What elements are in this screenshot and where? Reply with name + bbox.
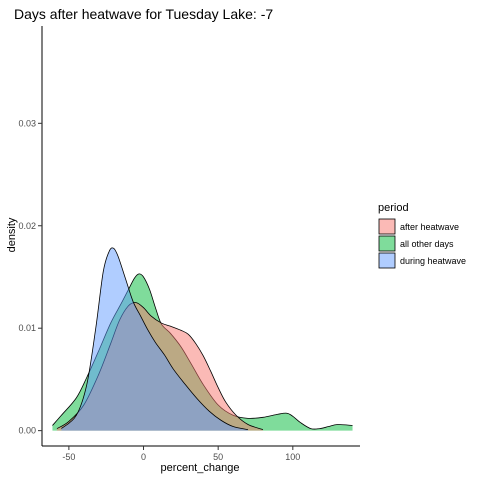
y-tick-label: 0.01 <box>18 323 36 333</box>
plot-area <box>52 247 353 431</box>
x-tick-label: -50 <box>62 452 75 462</box>
axes: -50 0 50 100 0.00 0.01 0.02 0.03 <box>18 26 360 462</box>
legend-key-all-other-days <box>378 235 396 252</box>
legend: period after heatwave all other days durin… <box>378 202 466 269</box>
x-tick-label: 50 <box>213 452 223 462</box>
x-tick-label: 100 <box>285 452 300 462</box>
legend-label-during-heatwave: during heatwave <box>400 256 466 266</box>
y-tick-label: 0.03 <box>18 118 36 128</box>
density-line-during-heatwave <box>61 247 249 431</box>
x-axis-title: percent_change <box>161 462 240 474</box>
legend-label-all-other-days: all other days <box>400 239 454 249</box>
legend-label-after-heatwave: after heatwave <box>400 222 459 232</box>
chart-title: Days after heatwave for Tuesday Lake: -7 <box>14 6 273 22</box>
legend-key-during-heatwave <box>378 252 396 269</box>
x-tick-label: 0 <box>141 452 146 462</box>
y-tick-label: 0.02 <box>18 221 36 231</box>
y-tick-label: 0.00 <box>18 426 36 436</box>
y-axis-title: density <box>6 217 18 252</box>
legend-key-after-heatwave <box>378 218 396 235</box>
density-area-during-heatwave <box>61 247 249 431</box>
legend-title: period <box>378 202 409 214</box>
